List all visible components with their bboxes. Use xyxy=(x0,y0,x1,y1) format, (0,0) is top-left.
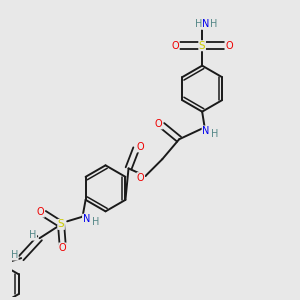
Text: H: H xyxy=(29,230,37,240)
Text: N: N xyxy=(202,19,210,29)
Text: H: H xyxy=(211,129,219,139)
Text: H: H xyxy=(210,19,218,29)
Text: O: O xyxy=(225,41,232,51)
Text: O: O xyxy=(137,172,145,183)
Text: H: H xyxy=(92,217,99,227)
Text: H: H xyxy=(11,250,18,260)
Text: H: H xyxy=(195,19,202,29)
Text: S: S xyxy=(199,41,206,51)
Text: S: S xyxy=(58,219,64,230)
Text: O: O xyxy=(155,119,162,129)
Text: N: N xyxy=(202,126,209,136)
Text: O: O xyxy=(136,142,144,152)
Text: O: O xyxy=(37,207,44,217)
Text: O: O xyxy=(59,243,66,253)
Text: N: N xyxy=(82,214,90,224)
Text: O: O xyxy=(172,41,179,51)
